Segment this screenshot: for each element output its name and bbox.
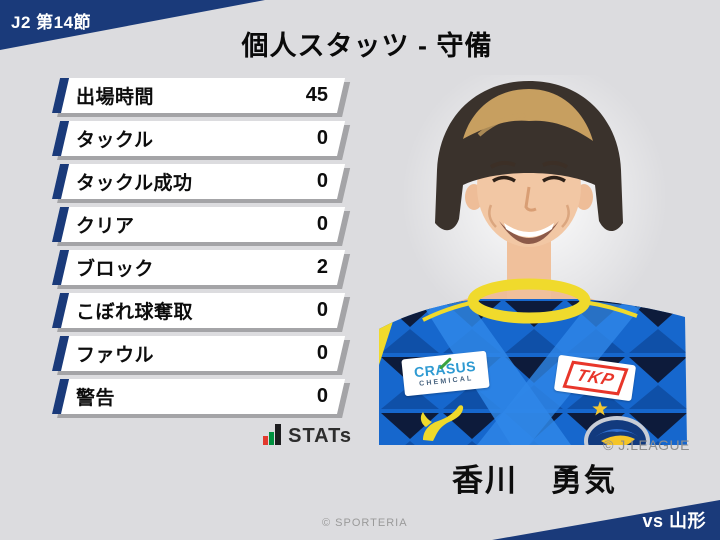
stat-value: 0 xyxy=(316,213,329,235)
stats-brand-label: STATs xyxy=(288,425,352,447)
stat-label: 警告 xyxy=(76,388,116,409)
stat-value: 0 xyxy=(316,342,329,364)
stat-row: 警告 0 xyxy=(52,379,346,414)
teeth xyxy=(504,223,554,237)
stat-value: 0 xyxy=(316,299,329,321)
page-title: 個人スタッツ - 守備 xyxy=(241,31,493,61)
site-credit: © SPORTERIA xyxy=(322,517,408,529)
puma-logo-icon xyxy=(423,405,464,441)
stat-list: 出場時間 45 タックル 0 タックル成功 0 クリア 0 xyxy=(52,78,352,422)
hair-highlight xyxy=(463,89,593,141)
photo-credit: © J.LEAGUE xyxy=(603,437,690,453)
stat-label: ファウル xyxy=(76,345,155,366)
mouth xyxy=(499,221,559,244)
bar-chart-icon xyxy=(263,424,282,447)
stat-label: タックル xyxy=(76,130,154,151)
player-name: 香川 勇気 xyxy=(452,463,617,498)
stat-value: 0 xyxy=(316,127,329,149)
round-badge: J2 第14節 xyxy=(11,13,92,32)
stat-value: 0 xyxy=(316,170,329,192)
collar xyxy=(467,278,591,324)
star-icon xyxy=(592,401,608,416)
eyebrow xyxy=(542,160,569,169)
sponsor-tkp-label: TKP xyxy=(573,365,617,390)
stat-row: ブロック 2 xyxy=(52,250,346,285)
stat-label: クリア xyxy=(76,216,135,237)
eyebrow xyxy=(489,160,516,169)
stat-value: 2 xyxy=(316,256,329,278)
stat-row: タックル成功 0 xyxy=(52,164,346,199)
stat-label: ブロック xyxy=(76,259,155,280)
stats-brand-logo: STATs xyxy=(52,424,352,447)
stat-row: こぼれ球奪取 0 xyxy=(52,293,346,328)
stat-row: 出場時間 45 xyxy=(52,78,346,113)
club-crest-icon xyxy=(584,416,650,445)
stat-value: 45 xyxy=(305,84,329,106)
stat-label: タックル成功 xyxy=(76,173,193,194)
opponent-badge: vs 山形 xyxy=(642,511,706,531)
stat-label: こぼれ球奪取 xyxy=(76,302,194,323)
stat-row: クリア 0 xyxy=(52,207,346,242)
nose xyxy=(524,186,537,212)
stat-row: ファウル 0 xyxy=(52,336,346,371)
stat-row: タックル 0 xyxy=(52,121,346,156)
stat-value: 0 xyxy=(316,385,329,407)
tkp-frame: TKP xyxy=(561,360,629,396)
stat-label: 出場時間 xyxy=(76,87,155,108)
eye xyxy=(492,175,516,183)
eye xyxy=(542,175,566,183)
